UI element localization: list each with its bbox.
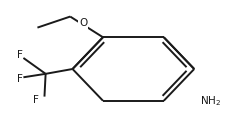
Text: F: F <box>17 74 23 84</box>
Text: F: F <box>17 50 23 60</box>
Text: O: O <box>79 18 87 28</box>
Text: NH$_2$: NH$_2$ <box>200 94 221 108</box>
Text: F: F <box>33 95 39 105</box>
